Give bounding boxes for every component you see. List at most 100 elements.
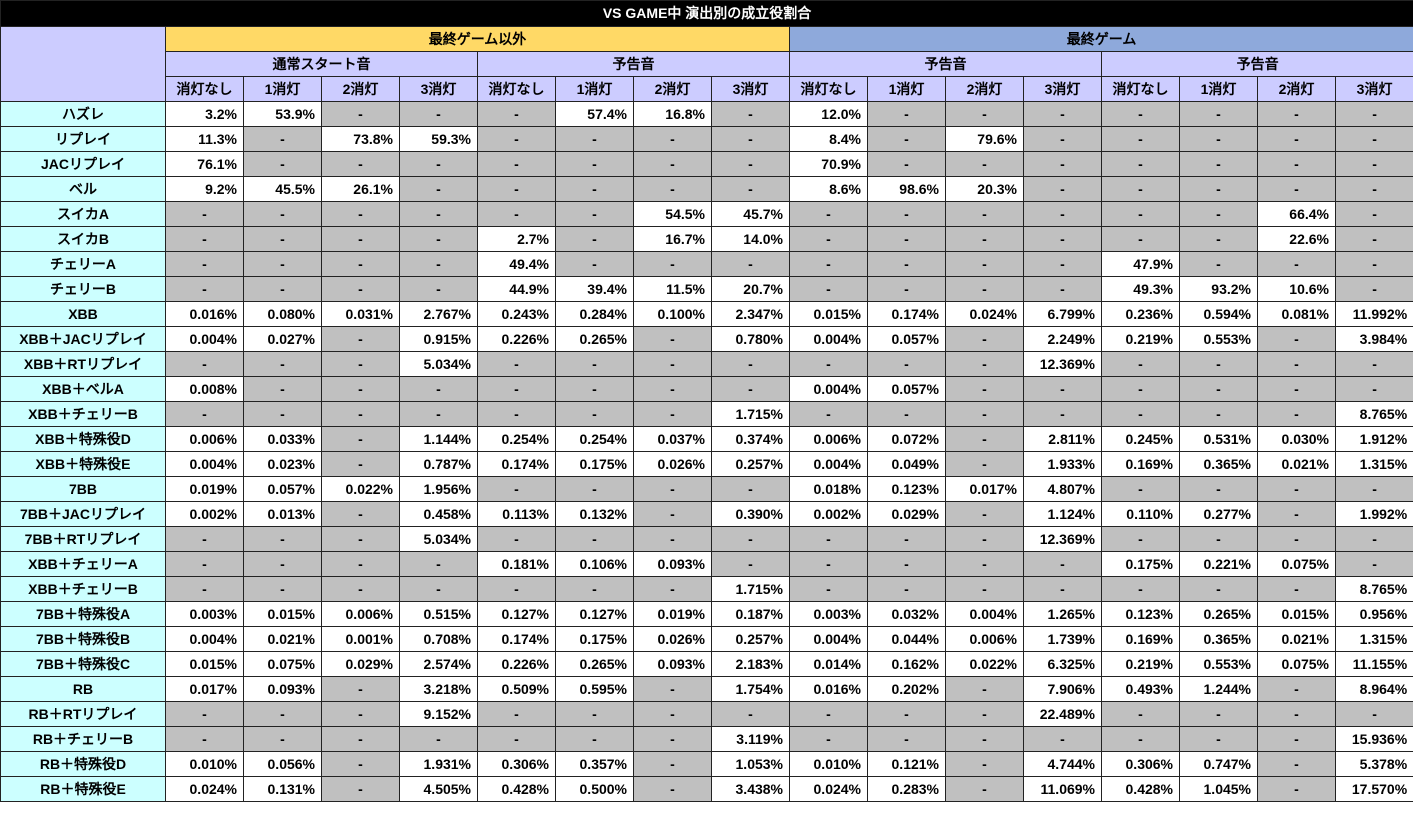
empty-cell: - <box>243 701 322 727</box>
empty-cell: - <box>555 476 634 502</box>
value-cell: 0.365% <box>1179 451 1258 477</box>
empty-cell: - <box>1023 226 1102 252</box>
value-cell: 0.175% <box>1101 551 1180 577</box>
value-cell: 0.031% <box>321 301 400 327</box>
empty-cell: - <box>165 576 244 602</box>
empty-cell: - <box>633 576 712 602</box>
value-cell: 2.183% <box>711 651 790 677</box>
value-cell: 0.236% <box>1101 301 1180 327</box>
empty-cell: - <box>399 226 478 252</box>
value-cell: 0.022% <box>945 651 1024 677</box>
value-cell: 0.014% <box>789 651 868 677</box>
value-cell: 4.744% <box>1023 751 1102 777</box>
subgroup-header: 予告音 <box>1100 51 1413 77</box>
empty-cell: - <box>321 776 400 802</box>
table-row: 7BB＋RTリプレイ - - -5.034% - - - - - - -12.369% - - - - <box>0 526 1413 552</box>
value-cell: 93.2% <box>1179 276 1258 302</box>
empty-cell: - <box>321 226 400 252</box>
empty-cell: - <box>633 401 712 427</box>
value-cell: 8.6% <box>789 176 868 202</box>
rates-table: VS GAME中 演出別の成立役割合 最終ゲーム以外 最終ゲーム 通常スタート音… <box>0 0 1413 802</box>
empty-cell: - <box>1179 726 1258 752</box>
value-cell: 0.057% <box>243 476 322 502</box>
value-cell: 0.100% <box>633 301 712 327</box>
empty-cell: - <box>867 151 946 177</box>
empty-cell: - <box>399 726 478 752</box>
table-row: ベル 9.2% 45.5% 26.1% - - - - -8.6% 98.6% 20.3% - - - - - <box>0 176 1413 202</box>
empty-cell: - <box>711 701 790 727</box>
value-cell: 0.110% <box>1101 501 1180 527</box>
row-label: RB＋特殊役D <box>0 751 166 777</box>
empty-cell: - <box>945 726 1024 752</box>
empty-cell: - <box>711 476 790 502</box>
table-row: 7BB＋特殊役B 0.004% 0.021% 0.001% 0.708% 0.174% 0.… <box>0 626 1413 652</box>
value-cell: 0.013% <box>243 501 322 527</box>
empty-cell: - <box>1334 201 1413 227</box>
empty-cell: - <box>633 376 712 402</box>
row-label: RB <box>0 676 166 702</box>
empty-cell: - <box>243 226 322 252</box>
value-cell: 0.428% <box>1101 776 1180 802</box>
empty-cell: - <box>1334 526 1413 552</box>
table-row: XBB＋チェリーB - - - - - - -1.715% - - - - - - -8.765% <box>0 576 1413 602</box>
value-cell: 17.570% <box>1334 776 1413 802</box>
value-cell: 0.015% <box>165 651 244 677</box>
value-cell: 70.9% <box>789 151 868 177</box>
empty-cell: - <box>867 401 946 427</box>
table-row: ハズレ 3.2% 53.9% - - -57.4% 16.8% -12.0% - - - - - - - <box>0 101 1413 127</box>
value-cell: 79.6% <box>945 126 1024 152</box>
value-cell: 0.021% <box>1257 451 1336 477</box>
empty-cell: - <box>1101 376 1180 402</box>
empty-cell: - <box>555 526 634 552</box>
value-cell: 0.004% <box>789 626 868 652</box>
empty-cell: - <box>1257 101 1336 127</box>
value-cell: 0.057% <box>867 326 946 352</box>
empty-cell: - <box>1257 751 1336 777</box>
row-label: XBB＋特殊役E <box>0 451 166 477</box>
empty-cell: - <box>1334 276 1413 302</box>
empty-cell: - <box>321 401 400 427</box>
column-header: 3消灯 <box>1334 76 1413 102</box>
value-cell: 0.015% <box>1257 601 1336 627</box>
value-cell: 0.017% <box>165 676 244 702</box>
value-cell: 0.003% <box>165 601 244 627</box>
row-label: XBB＋RTリプレイ <box>0 351 166 377</box>
value-cell: 1.265% <box>1023 601 1102 627</box>
empty-cell: - <box>477 126 556 152</box>
empty-cell: - <box>1179 526 1258 552</box>
empty-cell: - <box>1101 126 1180 152</box>
value-cell: 2.767% <box>399 301 478 327</box>
empty-cell: - <box>711 526 790 552</box>
empty-cell: - <box>1023 551 1102 577</box>
value-cell: 0.006% <box>789 426 868 452</box>
value-cell: 0.174% <box>477 451 556 477</box>
value-cell: 0.365% <box>1179 626 1258 652</box>
row-label: XBB＋ベルA <box>0 376 166 402</box>
value-cell: 2.811% <box>1023 426 1102 452</box>
value-cell: 0.254% <box>477 426 556 452</box>
empty-cell: - <box>633 776 712 802</box>
value-cell: 0.531% <box>1179 426 1258 452</box>
empty-cell: - <box>1334 176 1413 202</box>
empty-cell: - <box>555 351 634 377</box>
value-cell: 0.283% <box>867 776 946 802</box>
empty-cell: - <box>321 676 400 702</box>
empty-cell: - <box>477 151 556 177</box>
value-cell: 0.002% <box>789 501 868 527</box>
value-cell: 2.574% <box>399 651 478 677</box>
row-label: リプレイ <box>0 126 166 152</box>
empty-cell: - <box>789 726 868 752</box>
value-cell: 0.175% <box>555 451 634 477</box>
row-label: JACリプレイ <box>0 151 166 177</box>
empty-cell: - <box>1179 701 1258 727</box>
empty-cell: - <box>789 276 868 302</box>
empty-cell: - <box>1101 226 1180 252</box>
empty-cell: - <box>321 751 400 777</box>
empty-cell: - <box>243 126 322 152</box>
value-cell: 11.5% <box>633 276 712 302</box>
column-header: 3消灯 <box>711 76 790 102</box>
empty-cell: - <box>1179 226 1258 252</box>
empty-cell: - <box>321 276 400 302</box>
row-label: RB＋RTリプレイ <box>0 701 166 727</box>
